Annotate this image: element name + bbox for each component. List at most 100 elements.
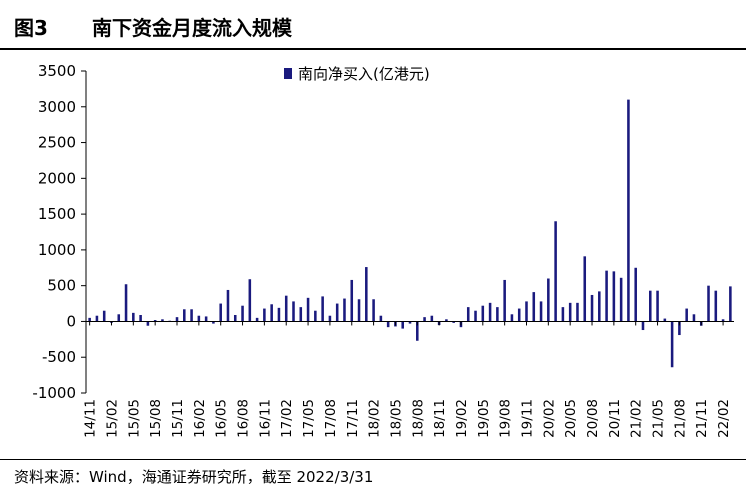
x-tick-label: 19/08 [498, 399, 514, 438]
bar [598, 291, 601, 322]
bar [183, 309, 186, 322]
bar [197, 315, 201, 322]
bar [226, 289, 230, 322]
bar [372, 299, 375, 322]
bar [641, 321, 645, 331]
figure-header: 图3 南下资金月度流入规模 [0, 0, 746, 50]
bar [190, 309, 193, 322]
bar [321, 296, 324, 322]
bar [153, 320, 157, 322]
x-tick-label: 17/08 [323, 399, 339, 438]
bar [95, 315, 99, 322]
bar [241, 305, 244, 322]
bar [517, 308, 521, 322]
y-tick-label: 0 [66, 312, 76, 330]
legend: 南向净买入(亿港元) [284, 65, 430, 83]
footer-rule [0, 459, 746, 460]
bar [219, 303, 222, 322]
x-tick-label: 20/05 [563, 399, 579, 438]
bar [357, 299, 361, 322]
x-tick-label: 15/05 [126, 399, 142, 438]
bar [430, 315, 434, 322]
x-tick-label: 18/05 [388, 399, 404, 438]
bar [335, 303, 339, 322]
bar [721, 319, 725, 322]
bar [649, 290, 652, 322]
bar [627, 99, 630, 322]
bar [416, 321, 419, 341]
x-tick-label: 21/08 [672, 399, 688, 438]
y-tick-label: 2500 [38, 134, 76, 152]
bar [590, 294, 594, 322]
source-note: 资料来源：Wind，海通证券研究所，截至 2022/3/31 [14, 468, 374, 486]
y-tick-label: 2000 [38, 169, 76, 187]
bar [117, 314, 121, 322]
bar [568, 302, 572, 322]
y-tick-label: 1000 [38, 241, 76, 259]
x-tick-label: 16/02 [192, 399, 208, 438]
header-rule [0, 48, 746, 50]
bar [474, 310, 477, 322]
x-tick-label: 21/02 [629, 399, 645, 438]
bar [270, 304, 273, 322]
bar [212, 321, 215, 324]
bar [284, 295, 288, 322]
bar [350, 279, 354, 322]
legend-swatch [284, 68, 292, 79]
x-tick-label: 19/11 [519, 399, 535, 438]
bar [663, 318, 667, 322]
x-tick-label: 16/05 [214, 399, 230, 438]
bar [306, 297, 310, 322]
bar [707, 285, 710, 322]
bar [685, 308, 688, 322]
bar [233, 315, 237, 322]
x-tick-label: 21/05 [651, 399, 667, 438]
bar [532, 292, 536, 322]
bar-chart: -1000 -500 0 500 1000 1500 2000 2500 3000 3500 14… [32, 62, 734, 438]
bar [314, 310, 317, 322]
bar [452, 321, 455, 323]
bar [139, 315, 142, 322]
figure-number: 图3 [14, 16, 48, 40]
bar [328, 315, 332, 322]
bar [146, 321, 150, 326]
x-tick-label: 16/11 [257, 399, 273, 438]
x-tick-label: 18/02 [367, 399, 383, 438]
x-tick-label: 16/08 [236, 399, 252, 438]
bar [692, 314, 696, 322]
bar [634, 267, 637, 322]
y-tick-label: 500 [47, 277, 76, 295]
bar [386, 321, 390, 328]
x-tick-label: 18/08 [410, 399, 426, 438]
x-tick-label: 19/02 [454, 399, 470, 438]
bar [576, 302, 579, 322]
bar [124, 284, 128, 322]
bar [408, 321, 412, 324]
bar [554, 221, 557, 322]
bar [481, 305, 485, 322]
bar [263, 308, 266, 322]
x-tick-label: 20/11 [607, 399, 623, 438]
x-tick-label: 20/02 [541, 399, 557, 438]
bar [583, 256, 587, 322]
bar [255, 317, 259, 322]
y-tick-label: 3500 [38, 62, 76, 80]
x-tick-label: 20/08 [585, 399, 601, 438]
x-tick-label: 17/02 [279, 399, 295, 438]
bar [656, 290, 659, 322]
x-tick-label: 19/05 [476, 399, 492, 438]
bar [496, 307, 499, 322]
bar [678, 321, 681, 336]
bar [299, 307, 303, 322]
x-tick-label: 21/11 [694, 399, 710, 438]
y-tick-label: -500 [42, 348, 76, 366]
bar [670, 321, 674, 368]
bar [343, 298, 346, 322]
bar [175, 317, 179, 322]
x-tick-label: 15/08 [148, 399, 164, 438]
y-tick-label: -1000 [32, 384, 76, 402]
bar [365, 267, 368, 322]
bar [445, 319, 448, 322]
x-tick-label: 18/11 [432, 399, 448, 438]
bar [612, 271, 616, 322]
